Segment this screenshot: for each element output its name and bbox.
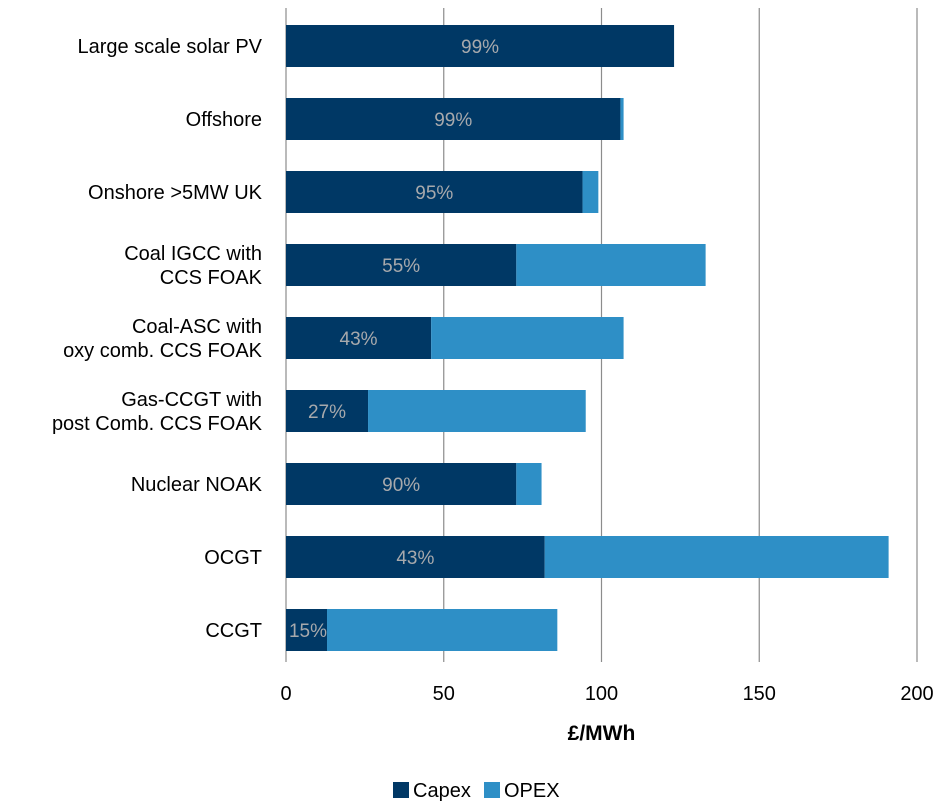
bars [286,25,889,651]
bar-capex-6 [286,463,517,505]
category-label: CCGT [205,620,262,642]
bar-capex-5 [286,390,369,432]
data-label: 43% [340,329,378,350]
category-label: Large scale solar PV [77,36,262,58]
category-label: Onshore >5MW UK [88,182,263,204]
data-label: 99% [434,110,472,131]
category-label: oxy comb. CCS FOAK [63,340,263,362]
bar-capex-2 [286,171,583,213]
legend-swatch-opex [484,782,500,798]
x-tick-label: 100 [585,683,618,705]
data-label: 15% [289,621,327,642]
bar-opex-8 [327,609,558,651]
legend-label-opex: OPEX [504,780,560,802]
data-label: 95% [415,183,453,204]
category-label: Coal-ASC with [132,316,262,338]
category-label: post Comb. CCS FOAK [52,413,263,435]
x-tick-label: 150 [743,683,776,705]
legend: Capex OPEX [393,780,560,802]
bar-opex-5 [368,390,586,432]
category-label: CCS FOAK [160,267,263,289]
bar-opex-6 [516,463,542,505]
data-label: 99% [461,37,499,58]
x-tick-label: 50 [433,683,455,705]
category-label: OCGT [204,547,262,569]
category-label: Coal IGCC with [124,243,262,265]
data-label: 43% [396,548,434,569]
x-tick-labels: 0 50 100 150 200 [280,683,933,705]
category-label: Offshore [186,109,262,131]
bar-opex-4 [431,317,624,359]
x-axis-title: £/MWh [568,722,636,745]
legend-label-capex: Capex [413,780,471,802]
bar-opex-2 [582,171,599,213]
bar-capex-4 [286,317,432,359]
legend-swatch-capex [393,782,409,798]
category-label: Gas-CCGT with [121,389,262,411]
bar-capex-0 [286,25,675,67]
category-labels: Large scale solar PV Offshore Onshore >5MW… [52,36,263,642]
bar-capex-7 [286,536,545,578]
bar-opex-7 [544,536,889,578]
category-label: Nuclear NOAK [131,474,263,496]
data-label: 55% [382,256,420,277]
bar-capex-3 [286,244,517,286]
data-label: 27% [308,402,346,423]
bar-opex-3 [516,244,706,286]
x-tick-label: 0 [280,683,291,705]
bar-opex-1 [620,98,624,140]
bar-capex-8 [286,609,328,651]
bar-capex-1 [286,98,621,140]
x-tick-label: 200 [900,683,933,705]
data-labels: 99% 99% 95% 55% 43% 27% 90% 43% 15% [289,37,499,642]
data-label: 90% [382,475,420,496]
